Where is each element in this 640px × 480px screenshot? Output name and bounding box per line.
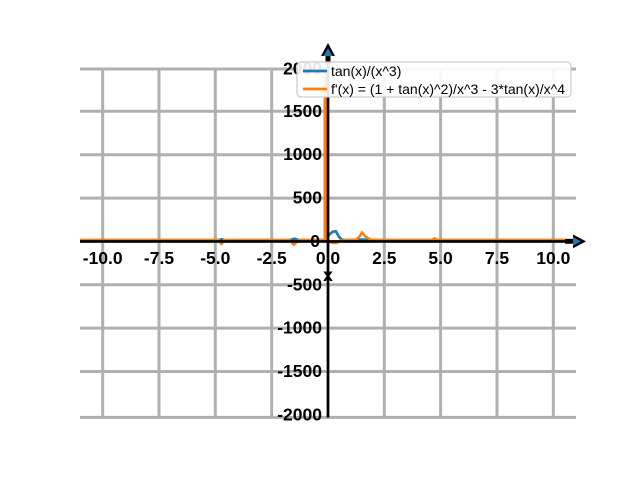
svg-text:500: 500 [293, 188, 322, 208]
svg-text:1000: 1000 [283, 144, 322, 164]
svg-text:-500: -500 [287, 274, 322, 294]
svg-text:5.0: 5.0 [428, 248, 453, 268]
svg-text:2.5: 2.5 [372, 248, 397, 268]
svg-text:-7.5: -7.5 [144, 248, 174, 268]
svg-text:-5.0: -5.0 [200, 248, 230, 268]
svg-text:-1500: -1500 [277, 361, 322, 381]
svg-text:0: 0 [310, 231, 320, 251]
svg-text:-2000: -2000 [277, 404, 322, 424]
svg-text:-2.5: -2.5 [257, 248, 287, 268]
svg-text:-1000: -1000 [277, 318, 322, 338]
svg-text:f'(x) = (1 + tan(x)^2)/x^3 - 3: f'(x) = (1 + tan(x)^2)/x^3 - 3*tan(x)/x^… [331, 81, 565, 97]
svg-text:x: x [323, 265, 333, 285]
svg-text:1500: 1500 [283, 101, 322, 121]
svg-text:7.5: 7.5 [485, 248, 510, 268]
svg-text:10.0: 10.0 [536, 248, 570, 268]
svg-text:tan(x)/(x^3): tan(x)/(x^3) [331, 63, 401, 79]
svg-text:-10.0: -10.0 [83, 248, 123, 268]
